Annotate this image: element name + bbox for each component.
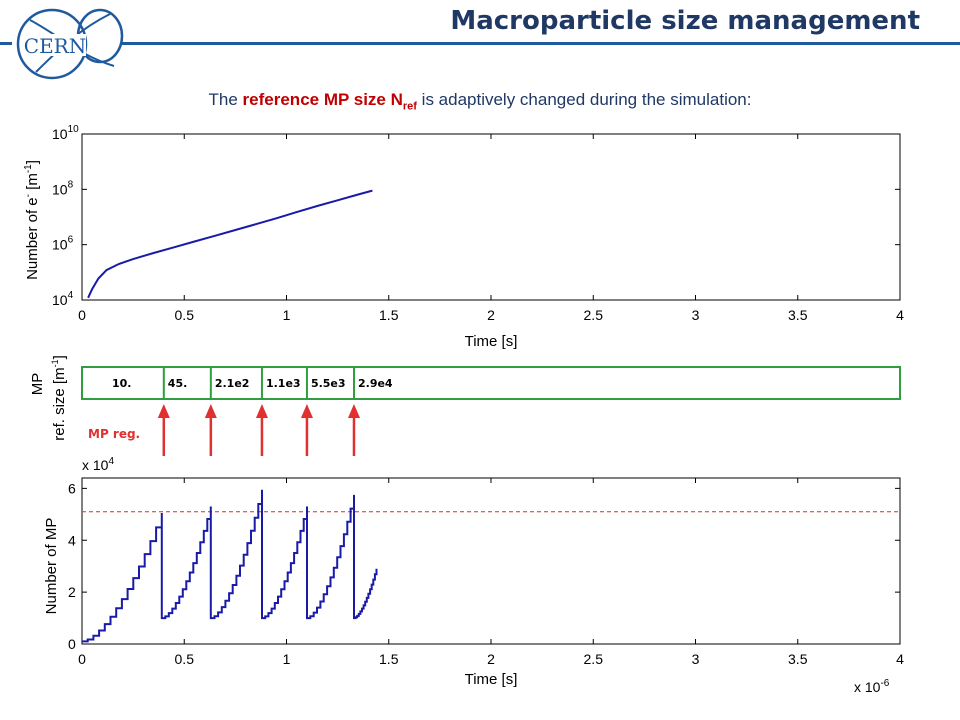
- chart3-y-ticks: 0 2 4 6: [68, 480, 900, 652]
- mp-reg-arrow-head: [157, 404, 170, 418]
- chart3-series-line: [82, 489, 378, 643]
- chart3-x-multiplier-text: x 10: [854, 679, 881, 695]
- chart1-y-label-end: ]: [24, 160, 41, 164]
- chart1-y-label-unit-sup: -1: [23, 164, 34, 173]
- subtitle-suffix: is adaptively changed during the simulat…: [416, 90, 752, 109]
- page-header: CERN Macroparticle size management: [0, 0, 960, 80]
- chart1-y-tick-label: 106: [52, 235, 74, 253]
- chart3-x-tick-label: 0: [78, 651, 86, 667]
- chart3-y-tick-label: 2: [68, 584, 76, 600]
- chart3-y-tick-label: 4: [68, 532, 76, 548]
- mp-reg-label: MP reg.: [88, 427, 140, 441]
- chart3-x-multiplier: x 10-6: [854, 678, 890, 695]
- chart2-segment-label: 5.5e3: [311, 377, 346, 390]
- logo-text: CERN: [24, 34, 86, 58]
- subtitle-highlight: reference MP size Nref: [242, 90, 417, 113]
- chart1-series-line: [87, 189, 373, 299]
- header-rule-left: [0, 42, 12, 45]
- chart3-y-multiplier-text: x 10: [82, 457, 109, 473]
- chart1-y-tick-label: 1010: [52, 124, 79, 142]
- chart-mp-ref-size: 10. 45. 2.1e2 1.1e3 5.5e3 2.9e4 MP reg. MP re…: [29, 355, 901, 456]
- chart3-x-tick-label: 2.5: [584, 651, 604, 667]
- chart2-segment-label: 45.: [168, 377, 188, 390]
- chart2-y-label-line2-end: ]: [51, 355, 68, 359]
- chart3-frame: [81, 477, 901, 645]
- chart-electron-count: 0 0.5 1 1.5 2 2.5 3 3.5 4 104 106 108 1010 Time [s]…: [23, 124, 904, 350]
- chart1-y-label-unit: [m: [24, 173, 41, 194]
- chart3-x-tick-label: 1.5: [379, 651, 399, 667]
- chart1-y-tick-label: 104: [52, 290, 74, 308]
- chart1-x-tick-label: 1.5: [379, 307, 399, 323]
- chart1-x-tick-label: 0: [78, 307, 86, 323]
- chart1-y-ticks: 104 106 108 1010: [52, 124, 900, 308]
- chart1-x-tick-label: 1: [283, 307, 291, 323]
- chart2-segment-label: 2.1e2: [215, 377, 250, 390]
- chart1-frame: [81, 133, 901, 301]
- chart1-x-tick-label: 0.5: [175, 307, 195, 323]
- chart3-x-multiplier-exp: -6: [880, 678, 889, 689]
- chart1-y-tick-label: 108: [52, 179, 74, 197]
- mp-reg-arrow-head: [347, 404, 360, 418]
- chart2-y-label-line1: MP: [29, 373, 46, 396]
- chart2-segment-label: 10.: [112, 377, 132, 390]
- subtitle-highlight-sub: ref: [402, 100, 417, 113]
- chart3-x-tick-label: 3.5: [788, 651, 808, 667]
- chart3-y-multiplier-exp: 4: [108, 456, 114, 467]
- chart1-y-label-sup: -: [23, 194, 34, 197]
- chart3-x-ticks: 0 0.5 1 1.5 2 2.5 3 3.5 4: [78, 478, 904, 667]
- chart1-y-label: Number of e- [m-1]: [23, 160, 41, 280]
- page-title: Macroparticle size management: [450, 6, 920, 36]
- chart1-x-ticks: 0 0.5 1 1.5 2 2.5 3 3.5 4: [78, 134, 904, 323]
- mp-reg-arrow-head: [204, 404, 217, 418]
- chart3-x-label: Time [s]: [465, 671, 518, 688]
- mp-reg-arrow-head: [255, 404, 268, 418]
- subtitle: The reference MP size Nref is adaptively…: [0, 90, 960, 112]
- chart3-y-tick-label: 6: [68, 480, 76, 496]
- chart1-x-tick-label: 4: [896, 307, 904, 323]
- chart3-x-tick-label: 1: [283, 651, 291, 667]
- chart2-arrows: [157, 404, 360, 456]
- chart3-y-multiplier: x 104: [82, 456, 114, 473]
- chart1-x-label: Time [s]: [465, 333, 518, 350]
- chart1-y-label-main: Number of e: [24, 197, 41, 280]
- chart1-x-tick-label: 3: [692, 307, 700, 323]
- subtitle-highlight-text: reference MP size N: [242, 90, 403, 109]
- chart3-y-tick-label: 0: [68, 636, 76, 652]
- header-rule-right: [120, 42, 960, 45]
- chart1-x-tick-label: 2.5: [584, 307, 604, 323]
- chart3-x-tick-label: 4: [896, 651, 904, 667]
- chart2-y-label-line2-sup: -1: [50, 359, 60, 367]
- chart2-frame: [81, 366, 901, 400]
- chart3-x-tick-label: 0.5: [175, 651, 195, 667]
- chart2-y-label-line2-text: ref. size [m: [51, 367, 68, 440]
- chart3-x-tick-label: 3: [692, 651, 700, 667]
- cern-logo: CERN: [16, 8, 124, 80]
- chart2-y-label-line2: ref. size [m-1]: [50, 355, 68, 441]
- chart2-segment-label: 2.9e4: [358, 377, 393, 390]
- chart1-x-tick-label: 3.5: [788, 307, 808, 323]
- subtitle-prefix: The: [208, 90, 243, 109]
- chart3-y-label: Number of MP: [43, 518, 60, 615]
- chart2-segment-label: 1.1e3: [266, 377, 301, 390]
- chart1-x-tick-label: 2: [487, 307, 495, 323]
- mp-reg-arrow-head: [300, 404, 313, 418]
- chart-mp-count: 0 0.5 1 1.5 2 2.5 3 3.5 4 0 2 4 6 Time [s] Number o…: [43, 456, 904, 695]
- chart3-x-tick-label: 2: [487, 651, 495, 667]
- chart2-segments: 10. 45. 2.1e2 1.1e3 5.5e3 2.9e4: [81, 366, 901, 400]
